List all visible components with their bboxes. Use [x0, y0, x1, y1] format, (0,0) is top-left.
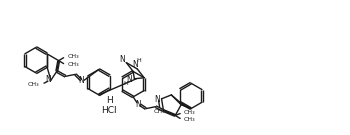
- Text: N: N: [119, 55, 125, 64]
- Text: H: H: [123, 81, 128, 86]
- Text: HCl: HCl: [102, 106, 117, 115]
- Text: N: N: [135, 100, 141, 109]
- Text: CH₃: CH₃: [28, 82, 39, 87]
- Text: CH₃: CH₃: [68, 54, 79, 59]
- Text: CH₃: CH₃: [154, 109, 166, 114]
- Text: CH₃: CH₃: [184, 110, 196, 115]
- Text: N: N: [132, 60, 138, 69]
- Text: H: H: [136, 58, 141, 63]
- Text: CH₃: CH₃: [68, 62, 79, 67]
- Text: N: N: [155, 95, 161, 104]
- Text: N: N: [78, 76, 84, 85]
- Text: CH₃: CH₃: [184, 117, 196, 122]
- Text: H: H: [106, 96, 113, 105]
- Text: N: N: [127, 75, 132, 84]
- Text: N: N: [45, 75, 51, 84]
